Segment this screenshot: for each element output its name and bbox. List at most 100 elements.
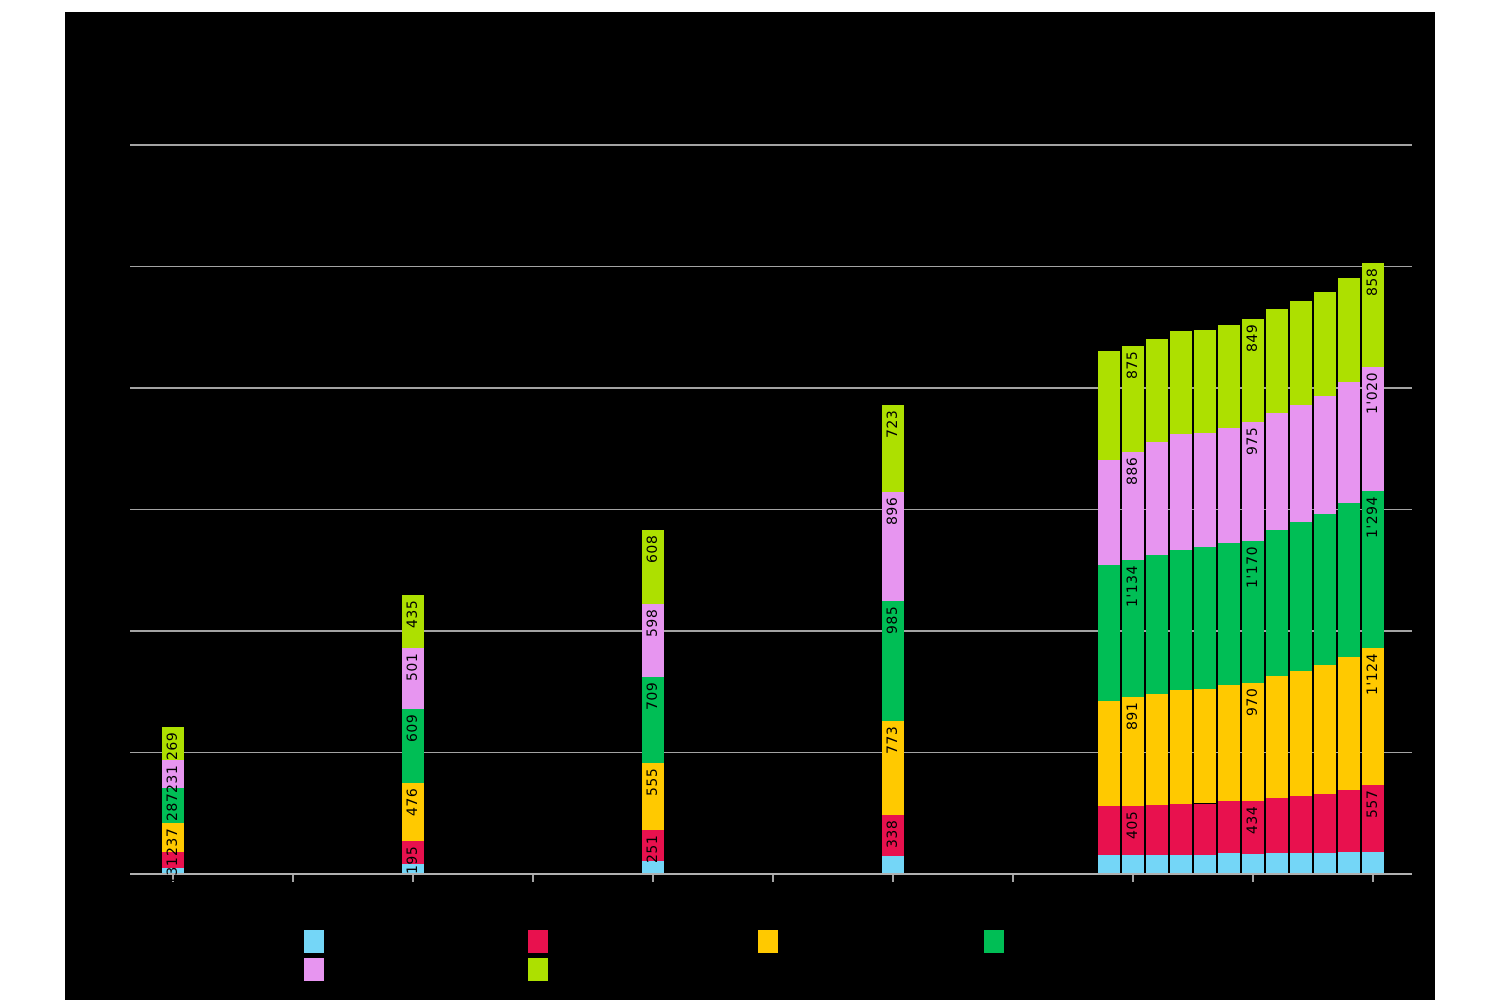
legend-swatch-series-yellow	[758, 930, 778, 953]
bar-segment-series-red	[1170, 803, 1192, 855]
bar-segment-series-green	[1338, 503, 1360, 658]
bar-segment-series-red	[1362, 784, 1384, 853]
bar-segment-series-violet	[1338, 381, 1360, 504]
bar-segment-series-yellow	[642, 762, 664, 831]
x-tick-mark	[172, 875, 174, 882]
bar-segment-series-violet	[1146, 442, 1168, 555]
bar-segment-series-red	[642, 830, 664, 861]
bar-segment-series-red	[402, 840, 424, 865]
x-tick-mark	[1132, 875, 1134, 882]
x-axis-line	[130, 873, 1412, 875]
bar-segment-series-yellow	[1122, 697, 1144, 806]
bar-segment-series-green	[1218, 543, 1240, 685]
segment-value-label: 1'020	[1365, 371, 1381, 414]
bar-segment-series-yellowgreen	[882, 404, 904, 493]
bar-segment-series-green	[1242, 540, 1264, 683]
bar-segment-series-red	[1122, 805, 1144, 855]
bar-segment-series-yellowgreen	[402, 595, 424, 649]
bar-segment-series-cyan	[162, 867, 184, 873]
segment-value-label: 598	[645, 608, 661, 638]
segment-value-label: 849	[1245, 323, 1261, 353]
legend-swatch-series-yellowgreen	[528, 958, 548, 981]
legend-swatch-series-violet	[304, 958, 324, 981]
segment-value-label: 858	[1365, 267, 1381, 296]
segment-value-label: 287	[165, 792, 181, 821]
x-tick-mark	[772, 875, 774, 882]
bar-segment-series-violet	[402, 648, 424, 709]
bar-segment-series-cyan	[402, 864, 424, 873]
bar-segment-series-green	[402, 708, 424, 783]
segment-value-label: 1'170	[1245, 545, 1261, 588]
x-tick-mark	[892, 875, 894, 882]
y-gridline	[130, 630, 1412, 632]
bar-segment-series-cyan	[1338, 852, 1360, 873]
legend-swatch-series-green	[984, 930, 1004, 953]
bar-segment-series-yellow	[1242, 682, 1264, 801]
bar-segment-series-green	[1362, 490, 1384, 649]
segment-value-label: 970	[1245, 687, 1261, 716]
bar-segment-series-yellow	[1170, 690, 1192, 804]
segment-value-label: 231	[165, 764, 181, 793]
segment-value-label: 269	[165, 731, 181, 761]
bar-segment-series-red	[1218, 800, 1240, 853]
segment-value-label: 896	[885, 497, 901, 526]
bar-segment-series-red	[1290, 795, 1312, 853]
bar-segment-series-green	[1146, 554, 1168, 694]
segment-value-label: 555	[645, 767, 661, 796]
segment-value-label: 1'124	[1365, 653, 1381, 696]
bar-segment-series-yellow	[162, 822, 184, 852]
bar-segment-series-green	[1314, 514, 1336, 666]
bar-segment-series-yellowgreen	[1194, 329, 1216, 434]
bar-segment-series-yellowgreen	[1266, 308, 1288, 413]
bar-segment-series-yellowgreen	[1218, 324, 1240, 428]
bar-segment-series-cyan	[1146, 854, 1168, 873]
segment-value-label: 195	[405, 845, 421, 874]
bar-segment-series-violet	[642, 604, 664, 677]
bar-segment-series-green	[1170, 549, 1192, 691]
bar-segment-series-green	[642, 676, 664, 763]
bar-segment-series-violet	[1362, 366, 1384, 491]
bar-segment-series-green	[1098, 564, 1120, 701]
bar-segment-series-yellowgreen	[162, 727, 184, 760]
x-tick-mark	[1372, 875, 1374, 882]
bar-segment-series-green	[1266, 529, 1288, 676]
bar-segment-series-yellow	[1218, 684, 1240, 801]
x-tick-mark	[412, 875, 414, 882]
legend-swatch-series-cyan	[304, 930, 324, 953]
bar-segment-series-green	[162, 787, 184, 823]
bar-segment-series-red	[1098, 806, 1120, 855]
bar-segment-series-yellow	[1338, 657, 1360, 790]
segment-value-label: 975	[1245, 427, 1261, 456]
bar-segment-series-green	[1290, 522, 1312, 671]
segment-value-label: 1'294	[1365, 495, 1381, 538]
bar-segment-series-green	[1194, 547, 1216, 689]
x-tick-mark	[652, 875, 654, 882]
x-tick-mark	[292, 875, 294, 882]
bar-segment-series-yellow	[1098, 700, 1120, 807]
bar-segment-series-yellowgreen	[1146, 339, 1168, 443]
chart-canvas: 131 237 287 231 269 195 476 609 501 435 251 555 709 5…	[65, 12, 1435, 1000]
bar-segment-series-violet	[1194, 433, 1216, 548]
bar-segment-series-violet	[1122, 451, 1144, 560]
segment-value-label: 891	[1125, 702, 1141, 731]
segment-value-label: 875	[1125, 350, 1141, 379]
bar-segment-series-yellow	[1146, 693, 1168, 805]
legend-swatch-series-red	[528, 930, 548, 953]
segment-value-label: 609	[405, 713, 421, 742]
bar-segment-series-yellowgreen	[1338, 277, 1360, 382]
segment-value-label: 709	[645, 681, 661, 710]
bar-segment-series-violet	[1314, 396, 1336, 515]
segment-value-label: 435	[405, 600, 421, 629]
bar-segment-series-violet	[1242, 422, 1264, 541]
segment-value-label: 405	[1125, 810, 1141, 839]
bar-segment-series-violet	[1098, 459, 1120, 565]
bar-segment-series-yellow	[882, 721, 904, 815]
segment-value-label: 886	[1125, 456, 1141, 485]
segment-value-label: 723	[885, 409, 901, 438]
segment-value-label: 131	[165, 856, 181, 885]
y-gridline	[130, 265, 1412, 267]
bar-segment-series-cyan	[1218, 852, 1240, 873]
bar-segment-series-green	[1122, 559, 1144, 698]
bar-segment-series-violet	[1218, 427, 1240, 543]
bar-segment-series-red	[162, 851, 184, 868]
